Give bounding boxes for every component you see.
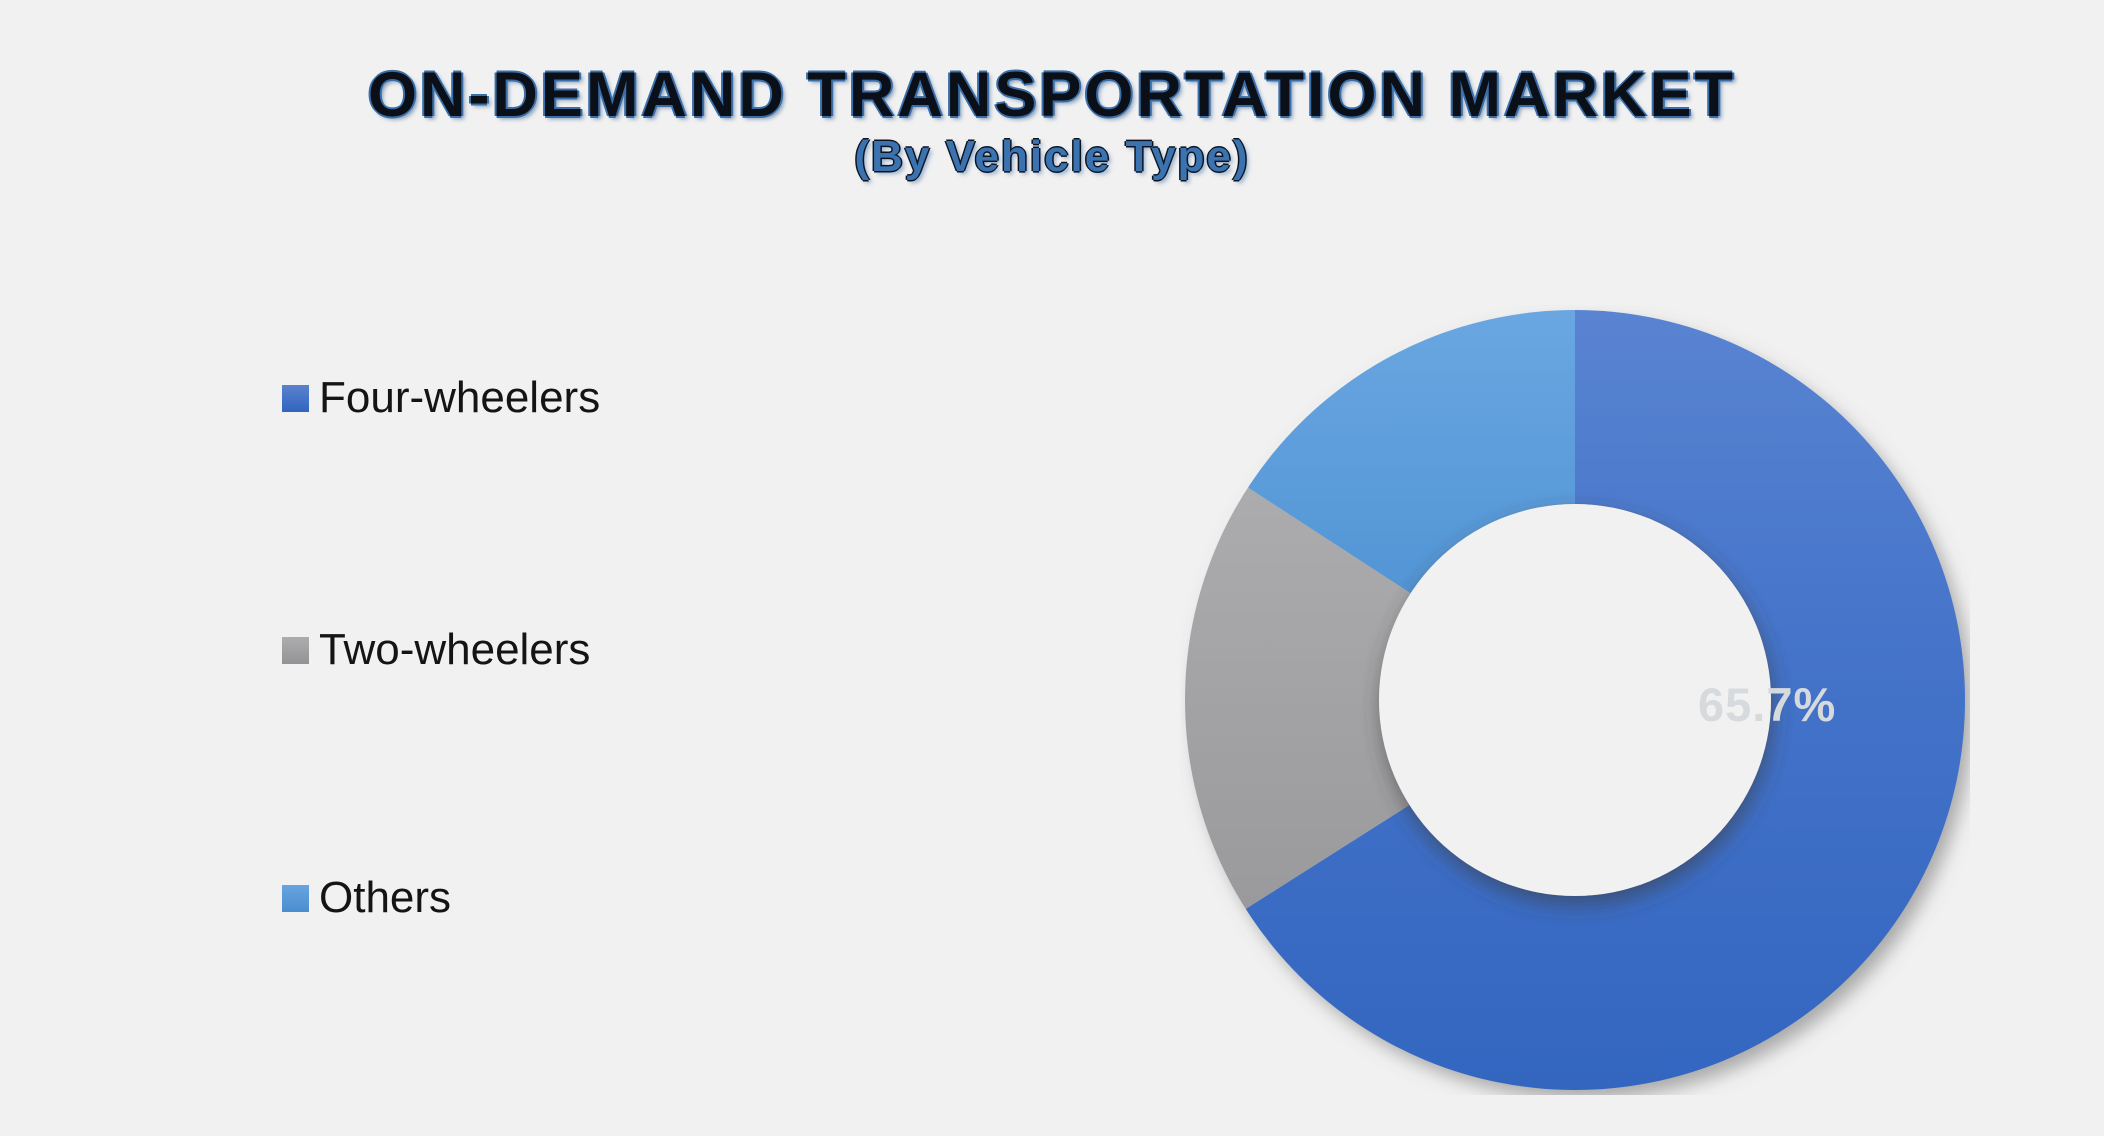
donut-hole — [1379, 504, 1771, 896]
donut-slice-two-wheelers[interactable] — [1183, 485, 1575, 910]
square-swatch-blue-icon — [282, 384, 309, 412]
legend-item-two-wheelers[interactable]: Two-wheelers — [282, 628, 590, 672]
page-title: ON-DEMAND TRANSPORTATION MARKET — [367, 60, 1737, 130]
legend-item-others[interactable]: Others — [282, 876, 451, 920]
legend-item-label: Four-wheelers — [319, 373, 601, 422]
square-swatch-lightblue-icon — [282, 884, 309, 912]
donut-value-label: 65.7% — [1698, 678, 1837, 731]
legend-item-four-wheelers[interactable]: Four-wheelers — [282, 376, 600, 420]
square-swatch-gray-icon — [282, 636, 309, 664]
donut-chart: 65.7% — [1180, 305, 1970, 1095]
title-block: ON-DEMAND TRANSPORTATION MARKET (By Vehi… — [0, 62, 2104, 180]
donut-chart-svg — [1183, 305, 1970, 1095]
page-subtitle: (By Vehicle Type) — [854, 132, 1250, 182]
legend-item-label: Others — [319, 873, 452, 922]
legend-item-label: Two-wheelers — [319, 625, 591, 674]
